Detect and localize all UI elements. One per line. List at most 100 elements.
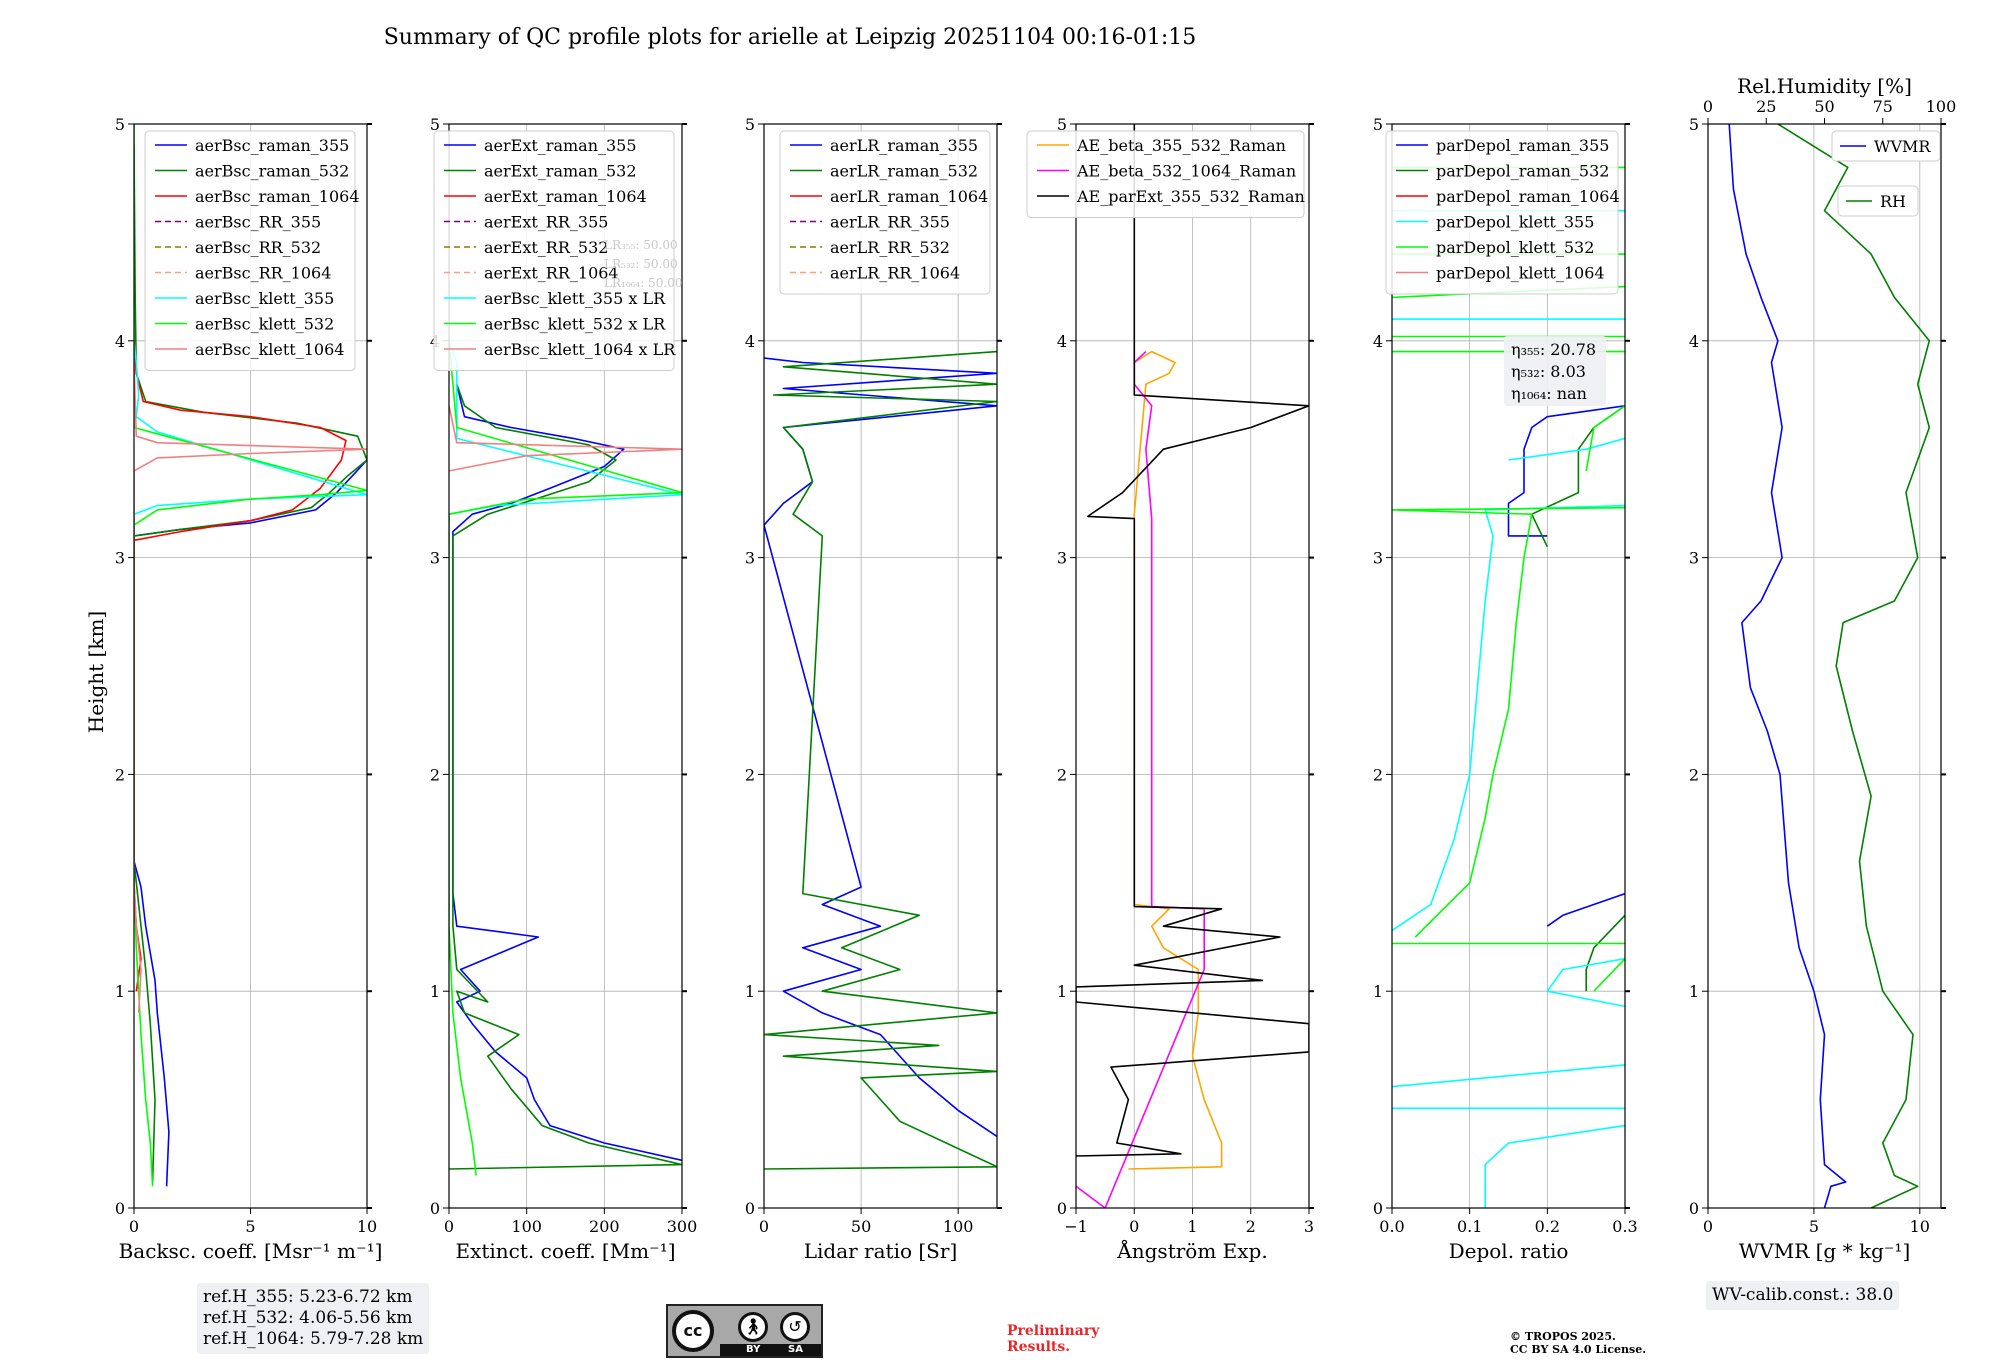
series-AE_beta_355_532_Raman	[1128, 350, 1223, 1170]
x-tick-label: 100	[511, 1217, 542, 1236]
ref-h-355: ref.H_355: 5.23-6.72 km	[203, 1287, 413, 1307]
y-tick-label: 0	[1373, 1199, 1383, 1218]
legend-rh: RH	[1837, 185, 1919, 217]
y-tick-label: 3	[115, 549, 125, 568]
x-tick-label: 0.1	[1457, 1217, 1482, 1236]
y-tick-label: 5	[745, 115, 755, 134]
series-aerBsc_raman_355	[134, 459, 367, 1187]
legend-label: aerBsc_RR_355	[195, 213, 321, 232]
legend-label: aerLR_RR_1064	[830, 264, 960, 283]
legend-label: aerBsc_raman_1064	[195, 187, 360, 206]
y-tick-label: 0	[1689, 1199, 1699, 1218]
series-aerBsc_klett_1064 x LR	[449, 405, 682, 472]
lr-note: LR₅₃₂: 50.00	[604, 257, 678, 271]
x-tick-label: 100	[943, 1217, 974, 1236]
x-tick-label: 0	[129, 1217, 139, 1236]
eta-note: η₁₀₆₄: nan	[1511, 384, 1587, 403]
legend-label: aerBsc_klett_355 x LR	[484, 289, 666, 308]
series-aerBsc_klett_532	[134, 124, 367, 1187]
legend-box	[144, 130, 356, 371]
series-aerBsc_klett_532 x LR	[449, 340, 682, 1176]
series-AE_parExt_355_532_Raman	[1076, 124, 1309, 1157]
series-parDepol_klett_355	[1392, 1064, 1625, 1088]
plot-frame	[133, 123, 368, 1209]
y-tick-label: 1	[430, 982, 440, 1001]
x-axis-label: WVMR [g * kg⁻¹]	[1739, 1239, 1911, 1263]
preliminary-results-note: Preliminary Results.	[1007, 1323, 1099, 1355]
top-x-tick-label: 75	[1873, 97, 1893, 116]
x-tick-label: 200	[589, 1217, 620, 1236]
legend-label: parDepol_raman_1064	[1436, 187, 1620, 206]
y-tick-label: 1	[1057, 982, 1067, 1001]
series-aerBsc_raman_1064	[134, 340, 347, 992]
legend-label: aerExt_raman_532	[484, 162, 637, 181]
eta-note: η₃₅₅: 20.78	[1511, 340, 1596, 359]
cc-license-badge: cc 🚶︎ ↺ BY SA	[666, 1304, 823, 1358]
series-aerExt_raman_355	[452, 384, 682, 1162]
legend-label: parDepol_raman_355	[1436, 136, 1609, 155]
eta-note: η₅₃₂: 8.03	[1511, 362, 1586, 381]
series-group	[1728, 124, 1931, 1208]
reference-height-box: ref.H_355: 5.23-6.72 km ref.H_532: 4.06-…	[197, 1283, 430, 1354]
legend-label: aerLR_RR_532	[830, 238, 950, 257]
legend-box	[1831, 130, 1941, 162]
legend: aerExt_raman_355 aerExt_raman_532 aerExt_r…	[433, 130, 676, 371]
x-tick-label: −1	[1064, 1217, 1088, 1236]
legend-label: aerLR_raman_355	[830, 136, 978, 155]
license-by: BY	[746, 1344, 761, 1355]
legend-label: AE_beta_355_532_Raman	[1076, 136, 1286, 155]
legend-label: parDepol_klett_355	[1436, 213, 1594, 232]
legend-label: aerExt_raman_355	[484, 136, 637, 155]
series-parDepol_klett_532	[1593, 958, 1625, 992]
copyright-line-1: © TROPOS 2025.	[1510, 1330, 1616, 1343]
y-tick-label: 5	[1373, 115, 1383, 134]
y-tick-label: 5	[1057, 115, 1067, 134]
series-aerLR_raman_532	[764, 350, 997, 1170]
x-axis-label: Lidar ratio [Sr]	[804, 1239, 958, 1263]
series-aerExt_raman_532	[449, 383, 682, 1170]
legend-box	[1026, 130, 1305, 218]
wv-calib-const: WV-calib.const.: 38.0	[1712, 1285, 1894, 1305]
series-aerLR_raman_355	[764, 357, 997, 1138]
x-tick-label: 2	[1246, 1217, 1256, 1236]
eta-annotation: η₃₅₅: 20.78 η₅₃₂: 8.03 η₁₀₆₄: nan	[1504, 336, 1606, 406]
legend: AE_beta_355_532_Raman AE_beta_532_1064_Ra…	[1026, 130, 1305, 218]
y-tick-label: 1	[1373, 982, 1383, 1001]
series-WVMR	[1728, 124, 1847, 1208]
series-parDepol_klett_532	[1585, 405, 1625, 472]
series-group	[1392, 166, 1625, 1208]
y-tick-label: 0	[745, 1199, 755, 1218]
series-aerBsc_raman_532	[134, 145, 367, 1183]
series-AE_beta_532_1064_Raman	[1076, 351, 1205, 1208]
y-tick-label: 4	[1373, 332, 1383, 351]
x-tick-label: 5	[1809, 1217, 1819, 1236]
series-group	[134, 124, 367, 1187]
x-axis-label: Extinct. coeff. [Mm⁻¹]	[455, 1239, 675, 1263]
legend-label: aerBsc_RR_1064	[195, 264, 331, 283]
legend-label: aerBsc_klett_532 x LR	[484, 315, 666, 334]
x-tick-label: 0	[444, 1217, 454, 1236]
legend-label: aerBsc_raman_532	[195, 162, 349, 181]
x-tick-label: 300	[667, 1217, 698, 1236]
y-tick-label: 4	[115, 332, 125, 351]
x-axis-label: Backsc. coeff. [Msr⁻¹ m⁻¹]	[119, 1239, 383, 1263]
top-x-tick-label: 50	[1814, 97, 1834, 116]
figure-title: Summary of QC profile plots for arielle …	[384, 25, 1197, 50]
panel-extinction: 0100200300012345Extinct. coeff. [Mm⁻¹]ae…	[430, 115, 697, 1263]
x-tick-label: 5	[245, 1217, 255, 1236]
plot-frame	[1391, 123, 1626, 1209]
series-group	[449, 340, 682, 1176]
legend: aerBsc_raman_355 aerBsc_raman_532 aerBsc_r…	[144, 130, 360, 371]
series-group	[764, 350, 997, 1170]
y-tick-label: 0	[1057, 1199, 1067, 1218]
legend-box	[779, 130, 991, 295]
x-tick-label: 1	[1187, 1217, 1197, 1236]
series-aerBsc_klett_355	[134, 340, 367, 536]
x-tick-label: 10	[1910, 1217, 1930, 1236]
legend-label: aerExt_raman_1064	[484, 187, 647, 206]
x-axis-label: Depol. ratio	[1449, 1239, 1569, 1263]
series-parDepol_raman_355	[1546, 892, 1625, 927]
preliminary-line-1: Preliminary	[1007, 1323, 1100, 1339]
y-axis-label: Height [km]	[84, 611, 108, 733]
